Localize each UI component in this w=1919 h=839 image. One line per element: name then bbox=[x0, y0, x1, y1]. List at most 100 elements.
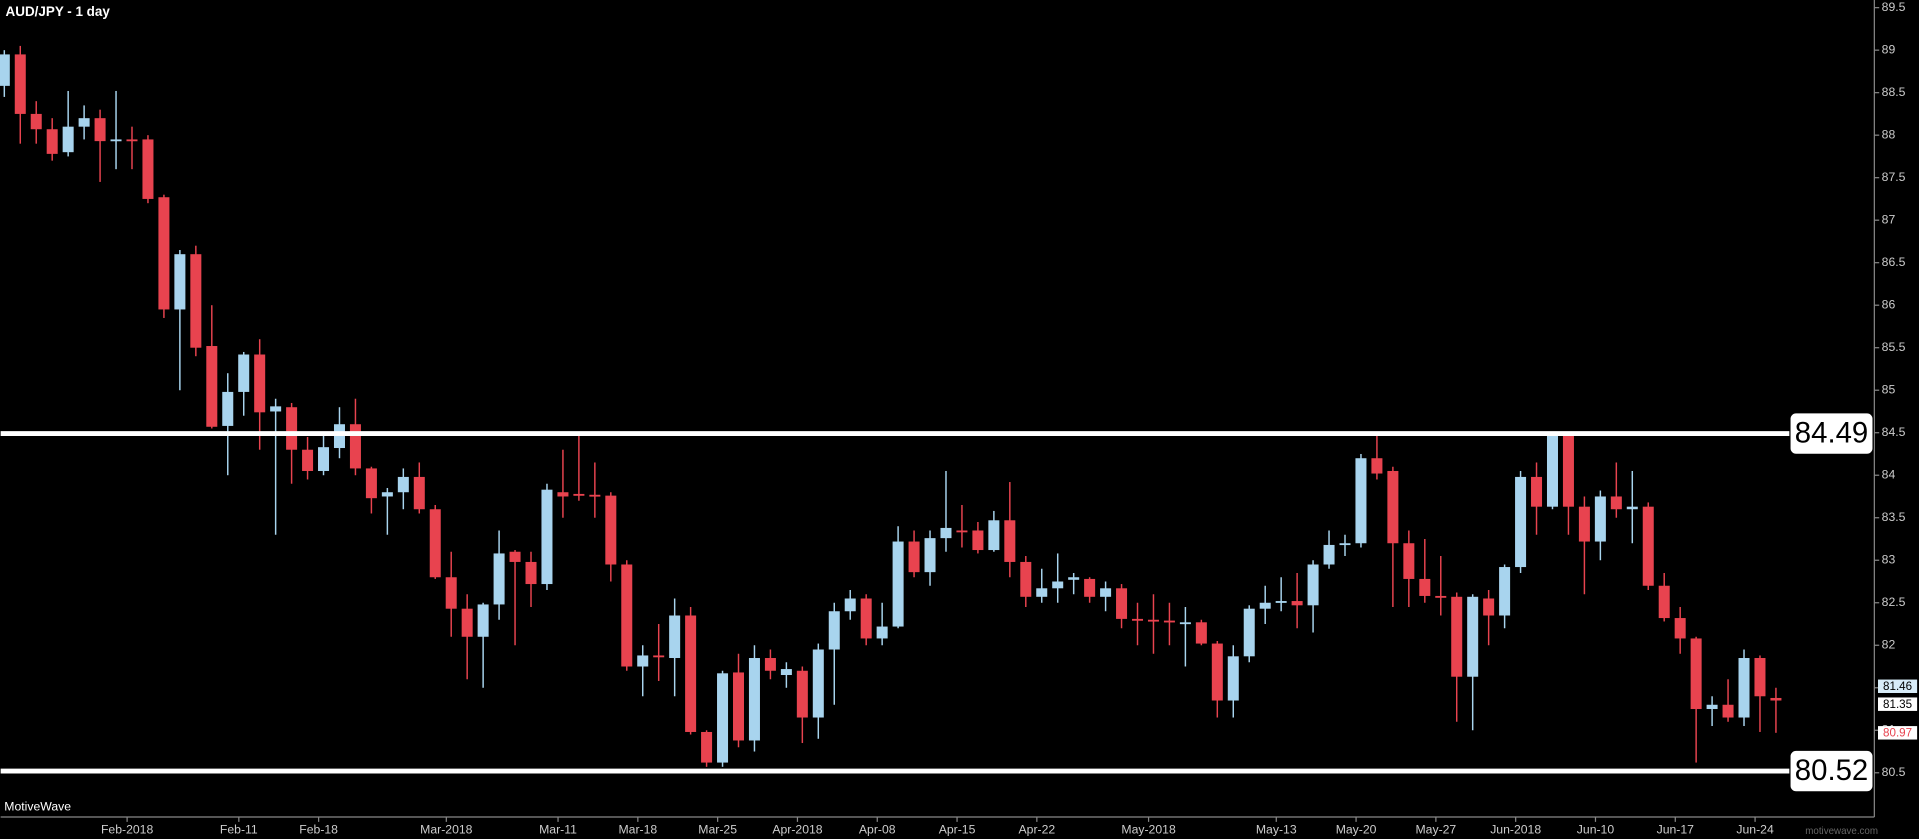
x-tick-label: Mar-11 bbox=[539, 823, 577, 837]
candle-body bbox=[413, 476, 425, 510]
candle-body bbox=[1403, 543, 1415, 579]
candle-body bbox=[637, 655, 649, 667]
candle-body bbox=[669, 615, 681, 659]
x-tick-label: Feb-2018 bbox=[101, 823, 154, 837]
candle-body bbox=[1674, 618, 1686, 639]
candle-body bbox=[621, 564, 633, 667]
candle-body bbox=[318, 447, 330, 471]
x-tick-label: Mar-18 bbox=[618, 823, 657, 837]
candle-body bbox=[1339, 543, 1351, 546]
candle-body bbox=[1195, 622, 1207, 644]
candle-body bbox=[174, 254, 186, 310]
candle-body bbox=[30, 113, 42, 130]
candle-body bbox=[940, 527, 952, 539]
candle-body bbox=[365, 468, 377, 499]
candle-body bbox=[286, 407, 298, 450]
x-tick-label: Jun-17 bbox=[1657, 823, 1695, 837]
candle-body bbox=[1451, 596, 1463, 677]
candle-body bbox=[302, 449, 314, 471]
y-tick-label: 88.5 bbox=[1882, 85, 1906, 99]
candle-body bbox=[924, 538, 936, 573]
candle-body bbox=[780, 669, 792, 676]
y-tick-label: 86.5 bbox=[1882, 255, 1906, 269]
candle-body bbox=[1371, 458, 1383, 474]
candle-body bbox=[701, 731, 713, 763]
candle-body bbox=[126, 139, 138, 142]
level-label-box bbox=[1789, 412, 1874, 455]
price-label-box bbox=[1877, 697, 1918, 711]
candle-body bbox=[1658, 585, 1670, 619]
candle-body bbox=[1036, 588, 1048, 597]
candle-body bbox=[1642, 506, 1654, 586]
candle-body bbox=[1594, 496, 1606, 542]
x-tick-label: Jun-10 bbox=[1577, 823, 1615, 837]
x-tick-label: Feb-11 bbox=[220, 823, 258, 837]
candle-body bbox=[1084, 578, 1096, 597]
candle-body bbox=[1419, 578, 1431, 596]
candle-body bbox=[238, 354, 250, 392]
x-tick-label: Jun-24 bbox=[1736, 823, 1774, 837]
candle-body bbox=[14, 54, 26, 114]
x-tick-label: Apr-22 bbox=[1019, 823, 1056, 837]
x-tick-label: May-20 bbox=[1336, 823, 1377, 837]
x-tick-label: Apr-2018 bbox=[772, 823, 822, 837]
candle-body bbox=[1068, 577, 1080, 580]
candle-body bbox=[1387, 470, 1399, 544]
x-tick-label: Mar-2018 bbox=[420, 823, 472, 837]
y-tick-label: 82 bbox=[1882, 637, 1896, 651]
candle-body bbox=[1467, 596, 1479, 677]
y-tick-label: 86 bbox=[1882, 297, 1896, 311]
level-label-box bbox=[1789, 749, 1874, 793]
x-tick-label: Mar-25 bbox=[698, 823, 737, 837]
candle-body bbox=[62, 126, 74, 153]
candle-body bbox=[381, 492, 393, 497]
y-tick-label: 88 bbox=[1882, 127, 1896, 141]
candle-body bbox=[461, 608, 473, 637]
x-tick-label: Apr-15 bbox=[939, 823, 976, 837]
candle-body bbox=[1770, 697, 1782, 701]
chart-title: AUD/JPY - 1 day bbox=[6, 4, 111, 19]
candle-body bbox=[1179, 622, 1191, 625]
candle-body bbox=[972, 530, 984, 551]
candle-body bbox=[1243, 608, 1255, 657]
candle-body bbox=[1578, 506, 1590, 542]
candle-body bbox=[812, 649, 824, 718]
price-label: 81.35 bbox=[1883, 698, 1912, 711]
candle-body bbox=[158, 197, 170, 310]
candle-body bbox=[1738, 658, 1750, 718]
candle-body bbox=[573, 493, 585, 496]
candle-body bbox=[860, 598, 872, 639]
candle-body bbox=[525, 561, 537, 585]
candle-body bbox=[1515, 476, 1527, 568]
candle-body bbox=[46, 129, 58, 154]
candle-body bbox=[94, 118, 106, 142]
y-tick-label: 84 bbox=[1882, 467, 1896, 481]
brand: MotiveWave bbox=[4, 799, 71, 813]
candle-body bbox=[1116, 588, 1128, 619]
y-tick-label: 87.5 bbox=[1882, 170, 1906, 184]
candle-body bbox=[1291, 601, 1303, 606]
candle-body bbox=[892, 541, 904, 627]
candle-body bbox=[844, 598, 856, 612]
candle-body bbox=[988, 520, 1000, 551]
candle-body bbox=[653, 655, 665, 658]
candle-body bbox=[605, 495, 617, 565]
candle-body bbox=[589, 494, 601, 497]
candle-body bbox=[1259, 602, 1271, 609]
candle-body bbox=[349, 424, 361, 469]
y-tick-label: 82.5 bbox=[1882, 595, 1906, 609]
candle-body bbox=[748, 658, 760, 741]
candle-body bbox=[1562, 433, 1574, 507]
candle-body bbox=[1499, 567, 1511, 616]
candle-body bbox=[190, 254, 202, 348]
candle-body bbox=[493, 553, 505, 605]
x-tick-label: May-13 bbox=[1256, 823, 1297, 837]
candle-body bbox=[1706, 704, 1718, 710]
price-label: 81.46 bbox=[1883, 680, 1912, 693]
candle-body bbox=[445, 577, 457, 609]
x-tick-label: May-27 bbox=[1415, 823, 1456, 837]
candle-body bbox=[0, 54, 10, 86]
candle-body bbox=[1355, 458, 1367, 544]
candle-body bbox=[796, 670, 808, 718]
